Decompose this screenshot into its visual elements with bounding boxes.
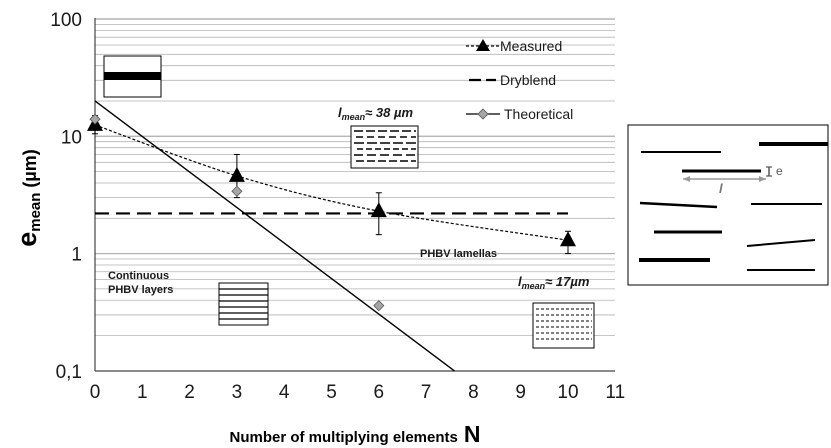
continuous-layers-label-line2: PHBV layers bbox=[108, 284, 173, 296]
x-tick-label: 6 bbox=[374, 382, 385, 403]
lamella-box-large bbox=[350, 125, 419, 169]
theoretical-point bbox=[373, 300, 385, 312]
e-label: e bbox=[776, 164, 783, 178]
lmean-38-label: lmean≈ 38 µm bbox=[338, 105, 413, 122]
y-axis-title-main: e bbox=[12, 232, 42, 247]
legend-dryblend-label: Dryblend bbox=[500, 72, 556, 88]
y-axis-title-sub: mean bbox=[27, 193, 44, 232]
y-tick-label: 100 bbox=[50, 10, 82, 31]
lmean-38-text: ≈ 38 µm bbox=[365, 105, 413, 120]
lmean-38-symbol: l bbox=[338, 105, 342, 120]
x-tick-label: 1 bbox=[137, 382, 148, 403]
lamella-schematic-inset: e l bbox=[627, 124, 829, 286]
y-tick-label: 10 bbox=[61, 127, 82, 148]
y-tick-label: 0,1 bbox=[56, 362, 82, 383]
measured-line bbox=[94, 124, 569, 241]
y-axis-title: emean (µm) bbox=[12, 149, 44, 247]
x-tick-label: 0 bbox=[90, 382, 101, 403]
x-tick-label: 7 bbox=[421, 382, 432, 403]
x-tick-label: 4 bbox=[279, 382, 290, 403]
x-tick-label: 9 bbox=[515, 382, 526, 403]
measured-point bbox=[560, 231, 576, 247]
lmean-17-text: ≈ 17µm bbox=[545, 274, 590, 289]
legend-theoretical-marker bbox=[477, 108, 489, 120]
lmean-17-sub: mean bbox=[522, 281, 546, 291]
y-tick-labels: 100 10 1 0,1 bbox=[50, 10, 82, 383]
lamella-box-small bbox=[532, 302, 595, 349]
theoretical-point bbox=[231, 185, 243, 197]
measured-point bbox=[228, 166, 245, 182]
continuous-layers-box bbox=[218, 282, 269, 326]
layer-structure-icon-top bbox=[103, 55, 162, 98]
lmean-38-sub: mean bbox=[342, 112, 366, 122]
legend: Measured Dryblend Theoretical bbox=[466, 38, 573, 122]
l-label: l bbox=[719, 181, 723, 196]
theoretical-point bbox=[89, 113, 101, 125]
series-layer bbox=[87, 100, 576, 372]
x-tick-label: 8 bbox=[468, 382, 479, 403]
legend-theoretical-label: Theoretical bbox=[504, 106, 573, 122]
x-axis-title-main: Number of multiplying elements bbox=[230, 429, 458, 446]
lmean-17-symbol: l bbox=[518, 274, 522, 289]
phbv-lamellas-label: PHBV lamellas bbox=[420, 248, 497, 260]
legend-measured-marker bbox=[476, 39, 490, 51]
x-tick-label: 11 bbox=[605, 382, 625, 403]
theoretical-line bbox=[94, 100, 455, 372]
x-tick-label: 10 bbox=[557, 382, 578, 403]
lmean-17-label: lmean≈ 17µm bbox=[518, 274, 590, 291]
y-axis-title-unit: (µm) bbox=[20, 149, 40, 187]
continuous-layers-label-line1: Continuous bbox=[108, 270, 169, 282]
x-axis-title: Number of multiplying elements N bbox=[230, 421, 481, 447]
x-tick-label: 3 bbox=[232, 382, 243, 403]
x-tick-labels: 0 1 2 3 4 5 6 7 8 9 10 11 bbox=[90, 382, 625, 403]
x-tick-label: 5 bbox=[326, 382, 337, 403]
legend-measured-label: Measured bbox=[500, 38, 562, 54]
x-axis-title-symbol: N bbox=[464, 421, 481, 447]
y-tick-label: 1 bbox=[71, 245, 82, 266]
measured-point bbox=[370, 202, 387, 218]
x-tick-label: 2 bbox=[184, 382, 195, 403]
